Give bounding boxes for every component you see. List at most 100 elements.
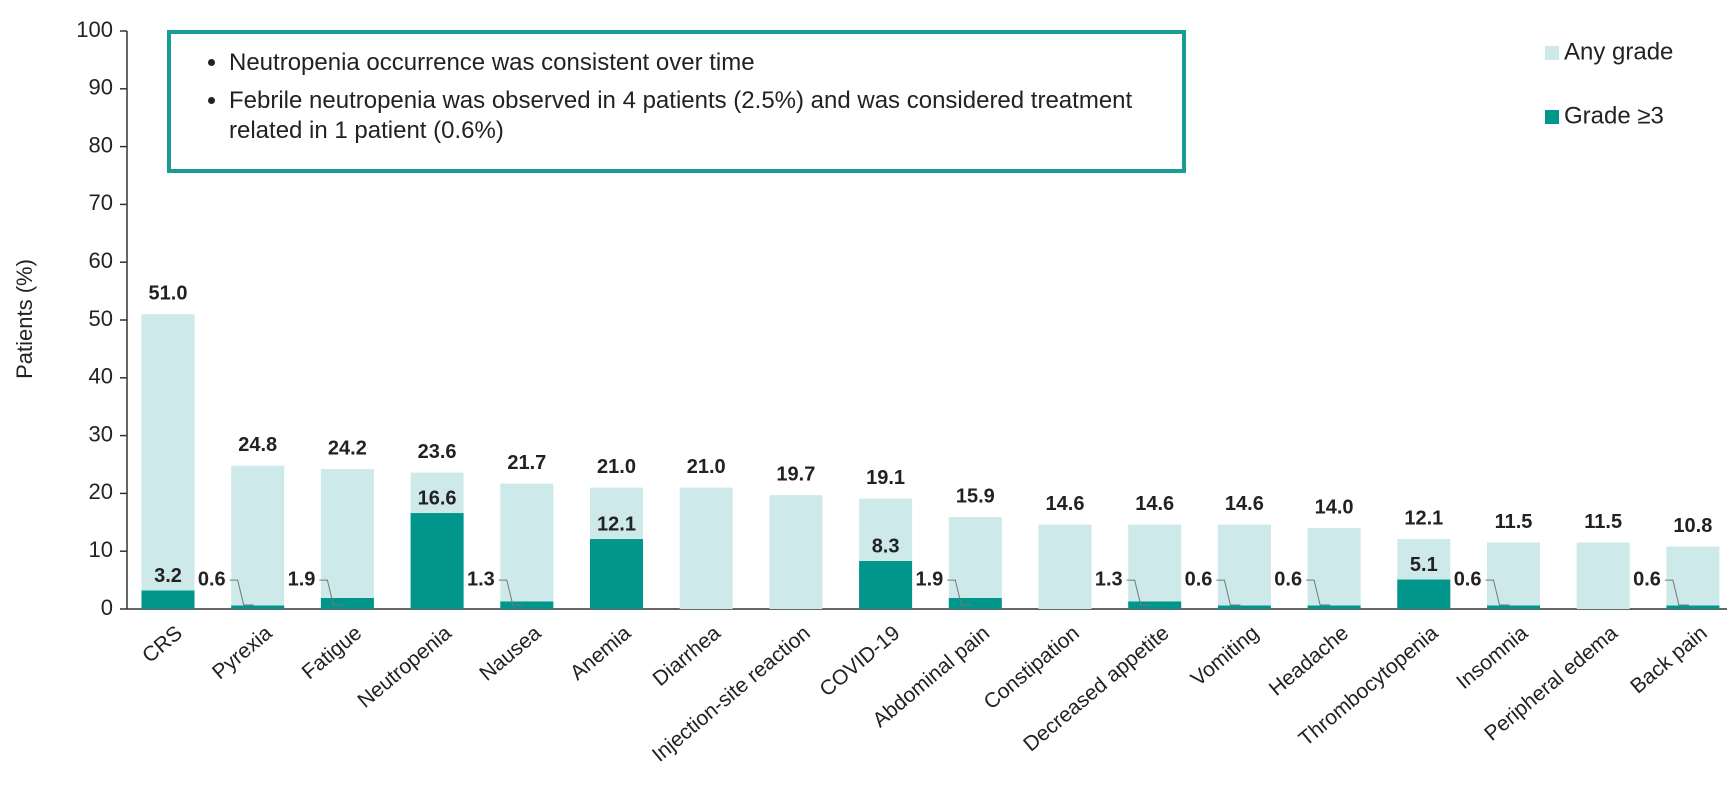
value-label: 21.0 [597, 456, 636, 478]
value-label: 16.6 [418, 487, 457, 509]
y-tick-label: 0 [101, 595, 113, 620]
leader-line [1126, 579, 1151, 606]
legend-swatch [1545, 110, 1559, 124]
bar [1666, 546, 1720, 609]
bar [141, 590, 195, 609]
value-label: 0.6 [1274, 568, 1302, 590]
value-label: 14.6 [1225, 493, 1264, 515]
y-axis-title: Patients (%) [12, 259, 37, 379]
x-tick-label: COVID-19 [815, 621, 904, 701]
bar [500, 483, 554, 609]
bar [948, 517, 1002, 609]
bar [231, 605, 285, 609]
value-label: 12.1 [1404, 507, 1443, 529]
y-tick-label: 10 [89, 537, 113, 562]
x-tick-label: Nausea [475, 621, 545, 685]
x-tick-label: Injection-site reaction [648, 621, 815, 766]
bar [320, 598, 374, 609]
x-tick-label: Fatigue [298, 621, 366, 684]
value-label: 24.2 [328, 437, 367, 459]
bar [1307, 528, 1361, 609]
bar [231, 465, 285, 609]
value-label: 10.8 [1673, 515, 1712, 537]
leader-line [1664, 579, 1689, 606]
bar [1038, 524, 1092, 609]
y-tick-label: 70 [89, 190, 113, 215]
bar [1487, 605, 1540, 609]
bar [859, 561, 913, 609]
bar [410, 513, 464, 609]
value-label: 14.6 [1046, 493, 1085, 515]
bar [1217, 524, 1271, 609]
value-label: 24.8 [238, 434, 277, 456]
value-label: 0.6 [1185, 568, 1213, 590]
leader-line [1485, 579, 1510, 606]
leader-line [947, 579, 972, 606]
value-label: 12.1 [597, 513, 636, 535]
y-tick-label: 30 [89, 421, 113, 446]
value-label: 14.6 [1135, 493, 1174, 515]
bar [590, 539, 643, 609]
legend-label: Grade ≥3 [1564, 102, 1664, 129]
bar [320, 469, 374, 609]
value-label: 0.6 [1633, 568, 1661, 590]
bar [1666, 605, 1720, 609]
bar [1217, 605, 1271, 609]
value-label: 1.9 [915, 568, 943, 590]
bar [1576, 542, 1630, 609]
x-tick-label: CRS [138, 621, 187, 667]
x-tick-label: Headache [1265, 621, 1353, 700]
y-tick-label: 60 [89, 248, 113, 273]
y-tick-label: 100 [76, 17, 113, 42]
x-tick-label: Insomnia [1452, 621, 1532, 694]
value-label: 23.6 [418, 441, 457, 463]
x-tick-label: Diarrhea [648, 621, 725, 691]
bar [948, 598, 1002, 609]
x-tick-label: Back pain [1626, 621, 1711, 698]
y-tick-label: 50 [89, 306, 113, 331]
leader-line [229, 579, 254, 606]
y-tick-label: 20 [89, 479, 113, 504]
value-label: 8.3 [872, 535, 900, 557]
value-label: 0.6 [1454, 568, 1482, 590]
value-label: 21.7 [507, 452, 546, 474]
y-tick-label: 80 [89, 132, 113, 157]
y-tick-label: 40 [89, 364, 113, 389]
bar [679, 487, 733, 609]
value-label: 11.5 [1584, 511, 1622, 533]
x-tick-label: Pyrexia [208, 621, 277, 684]
value-label: 19.7 [776, 463, 815, 485]
legend-label: Any grade [1564, 38, 1673, 65]
leader-line [1216, 579, 1241, 606]
value-label: 51.0 [149, 283, 188, 305]
annotation: Neutropenia occurrence was consistent ov… [229, 48, 1162, 78]
leader-line [1306, 579, 1331, 606]
bar [1128, 601, 1182, 609]
annotation: Febrile neutropenia was observed in 4 pa… [229, 86, 1162, 146]
value-label: 19.1 [866, 467, 905, 489]
bar [769, 495, 823, 609]
value-label: 5.1 [1410, 554, 1438, 576]
bar [500, 601, 554, 609]
x-tick-label: Vomiting [1187, 621, 1263, 690]
leader-line [319, 579, 344, 606]
y-tick-label: 90 [89, 75, 113, 100]
leader-line [498, 579, 523, 606]
bar [1128, 524, 1182, 609]
value-label: 11.5 [1495, 511, 1533, 533]
bar [1397, 579, 1451, 609]
x-tick-label: Anemia [566, 621, 636, 685]
value-label: 1.9 [288, 568, 316, 590]
annotation-box: Neutropenia occurrence was consistent ov… [167, 30, 1186, 173]
x-tick-label: Neutropenia [353, 621, 456, 712]
value-label: 14.0 [1315, 496, 1354, 518]
value-label: 21.0 [687, 456, 726, 478]
bar [1487, 542, 1540, 609]
x-tick-label: Decreased appetite [1019, 621, 1173, 756]
value-label: 1.3 [467, 568, 495, 590]
legend-swatch [1545, 46, 1559, 60]
value-label: 15.9 [956, 485, 995, 507]
value-label: 0.6 [198, 568, 226, 590]
